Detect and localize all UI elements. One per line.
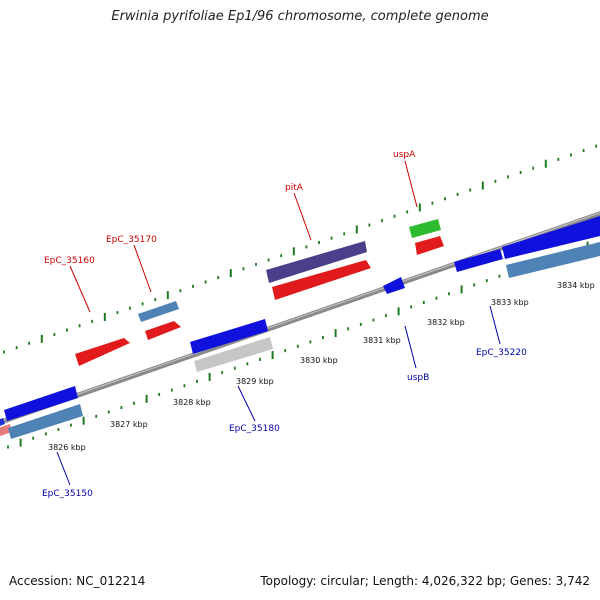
gene-epc35170-lower[interactable] [145,321,181,340]
leader-pita [293,192,312,241]
gene-uspb[interactable] [383,277,405,294]
tick-label-3833: 3833 kbp [491,298,529,307]
genome-summary-text: Topology: circular; Length: 4,026,322 bp… [260,574,590,588]
gene-pita-upper[interactable] [266,241,367,283]
label-epc35220: EpC_35220 [476,348,527,358]
gene-blue-left[interactable] [0,418,5,427]
label-pita: pitA [285,183,304,193]
tick-label-3832: 3832 kbp [427,318,465,327]
gene-epc35160[interactable] [75,338,130,366]
tick-label-3830: 3830 kbp [300,356,338,365]
tick-label-3829: 3829 kbp [236,377,274,386]
leader-epc35220 [489,305,501,345]
coordinate-dots [3,144,598,449]
leader-uspb [404,325,417,369]
gene-pita-lower[interactable] [272,260,371,300]
gene-epc35170-upper[interactable] [138,301,179,322]
gene-epc35180-upper[interactable] [190,319,268,354]
genome-backbone-highlight [0,212,600,422]
label-epc35160: EpC_35160 [44,256,95,266]
leader-epc35180 [237,385,256,422]
accession-text: Accession: NC_012214 [9,574,146,588]
label-epc35150: EpC_35150 [42,489,93,499]
leader-epc35170 [133,244,152,293]
gene-uspa-upper[interactable] [409,219,441,238]
leader-epc35160 [69,265,91,313]
label-uspa: uspA [393,150,416,160]
tick-label-3831: 3831 kbp [363,336,401,345]
gene-epc35150-upper[interactable] [4,386,78,421]
gene-epc35220-upper[interactable] [454,249,503,272]
label-epc35170: EpC_35170 [106,235,157,245]
leader-uspa [404,160,418,208]
gene-epc35220-right[interactable] [502,216,600,259]
tick-label-3826: 3826 kbp [48,443,86,452]
leader-epc35150 [56,451,71,486]
gene-epc35180-lower[interactable] [194,337,273,372]
label-uspb: uspB [407,373,429,383]
gene-uspa-lower[interactable] [415,236,444,255]
map-title: Erwinia pyrifoliae Ep1/96 chromosome, co… [111,9,489,24]
label-epc35180: EpC_35180 [229,424,280,434]
tick-label-3834: 3834 kbp [557,281,595,290]
tick-label-3827: 3827 kbp [110,420,148,429]
gene-right-steel[interactable] [506,242,600,278]
tick-label-3828: 3828 kbp [173,398,211,407]
gene-pink-left[interactable] [0,424,12,437]
gene-epc35150-lower[interactable] [8,404,83,439]
